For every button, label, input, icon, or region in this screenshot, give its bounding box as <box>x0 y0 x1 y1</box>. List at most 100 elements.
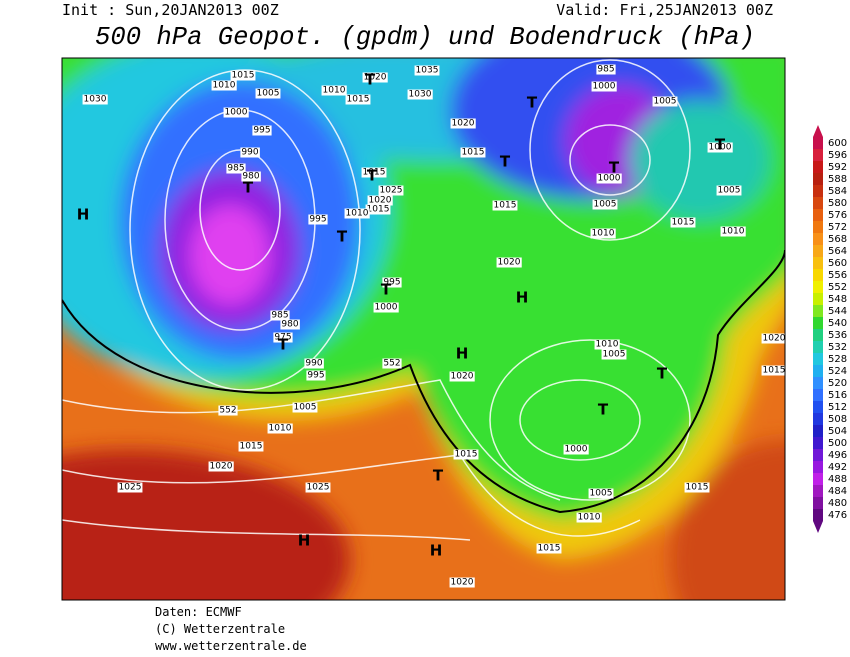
colorbar-label: 576 <box>828 210 847 221</box>
colorbar-cell <box>813 197 823 209</box>
label-box <box>226 163 246 174</box>
isobar-label: 1020 <box>451 372 474 382</box>
label-box <box>362 72 388 83</box>
colorbar-cell <box>813 509 823 521</box>
label-box <box>218 405 238 416</box>
colorbar-cell <box>813 137 823 149</box>
label-box <box>308 214 328 225</box>
pressure-center: T <box>365 71 376 89</box>
isobar-label: 995 <box>253 126 270 136</box>
pressure-center: H <box>516 289 529 307</box>
isobar-label: 995 <box>309 215 326 225</box>
label-box <box>255 88 281 99</box>
colorbar-cell <box>813 257 823 269</box>
label-box <box>304 358 324 369</box>
pressure-center: T <box>367 167 378 185</box>
isobar-label: 980 <box>242 172 259 182</box>
pressure-center: H <box>298 532 311 550</box>
label-box <box>270 310 290 321</box>
isobar-label: 1020 <box>210 462 233 472</box>
isobar-label: 1010 <box>722 227 745 237</box>
isobar-label: 1000 <box>709 143 732 153</box>
footer-line: www.wetterzentrale.de <box>155 639 307 653</box>
valid-time: Valid: Fri,25JAN2013 00Z <box>556 1 773 19</box>
label-box <box>267 423 293 434</box>
label-box <box>716 185 742 196</box>
label-box <box>450 118 476 129</box>
isobar-label: 1000 <box>565 445 588 455</box>
isobar-label: 1025 <box>119 483 142 493</box>
isobar-label: 1010 <box>592 229 615 239</box>
colorbar-label: 596 <box>828 150 847 161</box>
colorbar-label: 560 <box>828 258 847 269</box>
label-box <box>345 94 371 105</box>
colorbar-label: 540 <box>828 318 847 329</box>
colorbar-label: 584 <box>828 186 847 197</box>
map-area: 1015101010051000995990985980103010101015… <box>62 58 785 600</box>
label-box <box>596 64 616 75</box>
colorbar-label: 532 <box>828 342 847 353</box>
colorbar-cell <box>813 437 823 449</box>
colorbar-cell <box>813 449 823 461</box>
label-box <box>596 173 622 184</box>
geopotential-label: 552 <box>219 406 236 416</box>
isobar-label: 1015 <box>462 148 485 158</box>
isobar-label: 1005 <box>718 186 741 196</box>
colorbar-cell <box>813 317 823 329</box>
label-box <box>496 257 522 268</box>
label-box <box>280 319 300 330</box>
isobar-label: 1005 <box>294 403 317 413</box>
isobar-label: 1005 <box>603 350 626 360</box>
label-box <box>117 482 143 493</box>
footer-line: (C) Wetterzentrale <box>155 622 285 636</box>
label-box <box>601 349 627 360</box>
pressure-center: H <box>430 542 443 560</box>
isobar-label: 1005 <box>257 89 280 99</box>
label-box <box>414 65 440 76</box>
colorbar-label: 544 <box>828 306 847 317</box>
isobar-label: 1020 <box>498 258 521 268</box>
colorbar-cell <box>813 485 823 497</box>
label-box <box>536 543 562 554</box>
colorbar-tip <box>813 125 823 137</box>
colorbar-label: 556 <box>828 270 847 281</box>
isobar-label: 1015 <box>672 218 695 228</box>
colorbar-cell <box>813 149 823 161</box>
label-box <box>230 70 256 81</box>
pressure-center: T <box>609 159 620 177</box>
colorbar-label: 528 <box>828 354 847 365</box>
isobar-label: 1015 <box>232 71 255 81</box>
colorbar-cell <box>813 473 823 485</box>
label-box <box>238 441 264 452</box>
label-box <box>378 185 404 196</box>
label-box <box>594 339 620 350</box>
label-box <box>240 147 260 158</box>
label-box <box>591 81 617 92</box>
label-box <box>590 228 616 239</box>
colorbar-cell <box>813 281 823 293</box>
label-box <box>588 488 614 499</box>
colorbar-cell <box>813 377 823 389</box>
map-title: 500 hPa Geopot. (gpdm) und Bodendruck (h… <box>95 22 755 52</box>
colorbar-cell <box>813 185 823 197</box>
colorbar-cell <box>813 269 823 281</box>
pressure-center: H <box>456 345 469 363</box>
isobar-label: 1010 <box>323 86 346 96</box>
colorbar-label: 600 <box>828 138 847 149</box>
isobar-label: 1015 <box>494 201 517 211</box>
label-box <box>576 512 602 523</box>
label-box <box>563 444 589 455</box>
isobar-label: 1020 <box>452 119 475 129</box>
isobar-label: 1015 <box>455 450 478 460</box>
label-box <box>344 208 370 219</box>
colorbar-cell <box>813 413 823 425</box>
colorbar-label: 548 <box>828 294 847 305</box>
map-frame <box>61 57 786 601</box>
label-box <box>449 577 475 588</box>
colorbar-label: 524 <box>828 366 847 377</box>
label-box <box>373 302 399 313</box>
pressure-center: T <box>243 179 254 197</box>
isobar-label: 1020 <box>369 196 392 206</box>
isobar-label: 1005 <box>594 200 617 210</box>
